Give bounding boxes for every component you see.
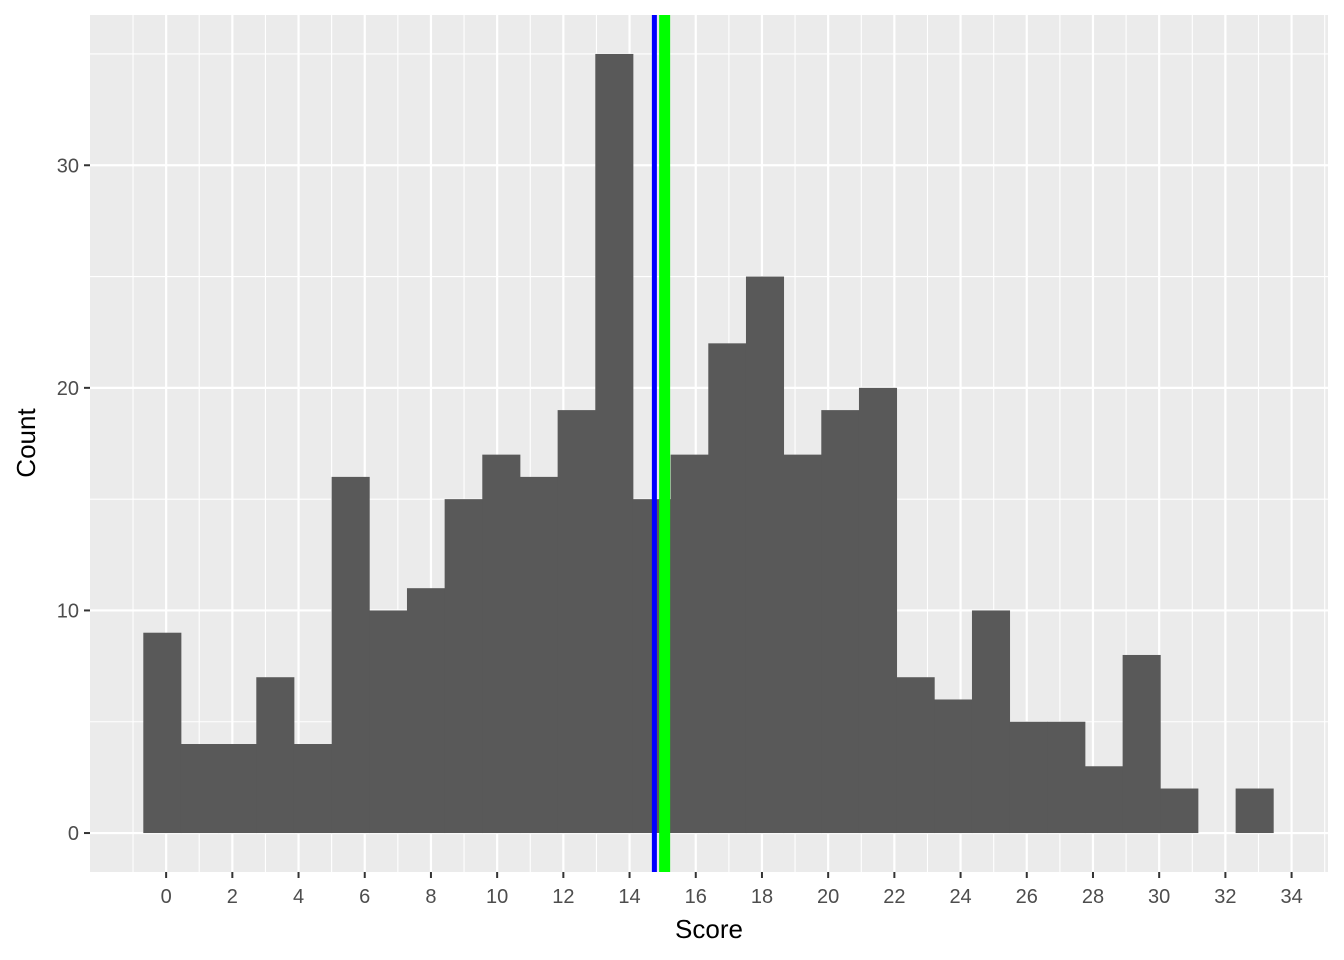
histogram-bar	[557, 410, 596, 834]
histogram-bar	[858, 387, 898, 834]
x-tick-label: 30	[1148, 886, 1170, 908]
x-tick-label: 28	[1082, 886, 1104, 908]
x-tick-label: 4	[293, 886, 304, 908]
histogram-bar	[783, 454, 822, 834]
histogram-bar	[482, 454, 521, 834]
x-tick-label: 14	[618, 886, 640, 908]
histogram-bar	[1009, 721, 1048, 834]
x-tick-label: 12	[552, 886, 574, 908]
y-tick-label: 10	[57, 600, 79, 622]
histogram-bar	[821, 410, 860, 834]
histogram-bar	[331, 476, 370, 834]
x-tick-label: 34	[1280, 886, 1302, 908]
x-tick-label: 8	[425, 886, 436, 908]
histogram-bar	[745, 276, 785, 834]
x-tick-label: 10	[486, 886, 508, 908]
y-tick-label: 30	[57, 155, 79, 177]
histogram-bar	[1047, 721, 1086, 834]
x-axis-title: Score	[675, 914, 743, 944]
y-tick-label: 20	[57, 378, 79, 400]
histogram-bar	[896, 677, 935, 834]
y-tick-label: 0	[68, 823, 79, 845]
histogram-bar	[1160, 788, 1199, 834]
x-tick-label: 6	[359, 886, 370, 908]
histogram-bar	[180, 744, 220, 834]
x-tick-label: 22	[883, 886, 905, 908]
reference-lines	[651, 15, 671, 872]
histogram-bars	[143, 53, 1274, 834]
y-axis: 0 10 20 30	[57, 155, 90, 845]
histogram-bar	[369, 610, 408, 834]
histogram-bar	[708, 343, 747, 834]
histogram-bar	[1235, 788, 1274, 834]
histogram-bar	[971, 610, 1011, 834]
histogram-bar	[143, 632, 182, 834]
histogram-bar	[1122, 654, 1161, 834]
histogram-bar	[519, 476, 559, 834]
x-tick-label: 2	[227, 886, 238, 908]
histogram-bar	[218, 744, 257, 834]
x-tick-label: 0	[161, 886, 172, 908]
x-tick-label: 24	[949, 886, 971, 908]
x-tick-label: 26	[1016, 886, 1038, 908]
y-axis-title: Count	[11, 408, 41, 478]
x-axis: 0 2 4 6 8 10 12 14 16 18 20 22 24 26 28 30 32 34	[161, 872, 1303, 908]
histogram-bar	[595, 53, 634, 834]
histogram-bar	[1084, 766, 1124, 834]
x-tick-label: 16	[685, 886, 707, 908]
histogram-bar	[934, 699, 973, 834]
histogram-bar	[670, 454, 709, 834]
histogram-bar	[444, 499, 483, 834]
histogram-bar	[293, 744, 333, 834]
histogram-bar	[406, 588, 446, 834]
x-tick-label: 32	[1214, 886, 1236, 908]
x-tick-label: 20	[817, 886, 839, 908]
x-tick-label: 18	[751, 886, 773, 908]
histogram-bar	[256, 677, 295, 834]
